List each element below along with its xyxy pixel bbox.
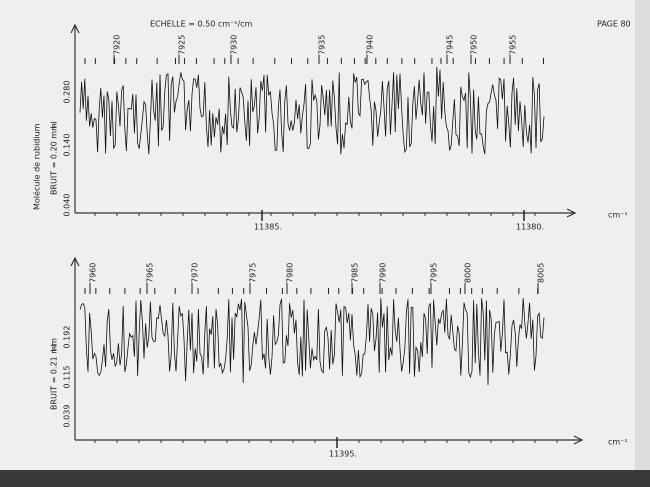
unit-label: cm⁻¹ [608, 438, 628, 447]
y-label: 0.039 [63, 405, 72, 428]
line-label: 7920 [113, 35, 122, 55]
y-axis [70, 256, 80, 440]
y-label: 0.280 [63, 81, 72, 104]
y-label: 0.140 [63, 134, 72, 157]
marker-label: I-I [50, 121, 59, 129]
panels: 7920 7925 7930 7935 7940 7945 7950 7955 0.280 0.1… [50, 23, 628, 459]
line-label: 7960 [89, 263, 98, 283]
y-label: 0.192 [63, 326, 72, 349]
y-label: 0.115 [63, 366, 72, 389]
line-label: 8000 [464, 263, 473, 283]
line-label: 7930 [230, 35, 239, 55]
line-label: 7940 [366, 35, 375, 55]
line-label: 7955 [509, 35, 518, 55]
scale-label: ECHELLE = 0.50 cm⁻¹/cm [150, 20, 253, 29]
line-label: 7980 [286, 263, 295, 283]
x-label: 11380. [516, 223, 544, 232]
line-label: 7985 [351, 263, 360, 283]
x-axis [75, 435, 584, 445]
x-axis [75, 208, 577, 218]
line-label: 8005 [537, 263, 546, 283]
page-number: PAGE 80 [597, 20, 631, 29]
y-label: 0.040 [63, 194, 72, 217]
marker-label: I-I [50, 344, 59, 352]
scan-edge [635, 0, 650, 470]
y-axis [70, 23, 80, 213]
unit-label: cm⁻¹ [608, 211, 628, 220]
molecule-label: Molécule de rubidium [32, 123, 42, 210]
line-label: 7975 [249, 263, 258, 283]
line-label: 7945 [446, 35, 455, 55]
noise-label: BRUIT = 0.20 mm [50, 123, 59, 195]
x-label: 11395. [329, 450, 357, 459]
line-label: 7995 [430, 263, 439, 283]
line-label: 7935 [318, 35, 327, 55]
spectrum-trace [79, 298, 545, 386]
x-label: 11385. [254, 223, 282, 232]
scan-edge [0, 470, 650, 487]
line-label: 7965 [146, 263, 155, 283]
line-label: 7950 [470, 35, 479, 55]
noise-label: BRUIT = 0.21 mm [50, 338, 59, 410]
line-label: 7970 [191, 263, 200, 283]
line-label: 7925 [178, 35, 187, 55]
line-label: 7990 [379, 263, 388, 283]
spectrum-trace [79, 66, 545, 155]
